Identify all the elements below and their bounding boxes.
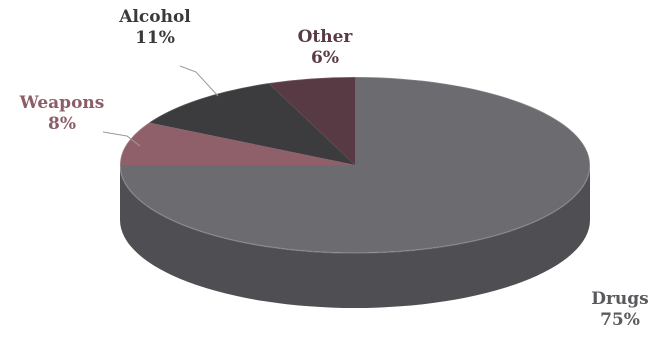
- slice-value-drugs: 75%: [600, 310, 640, 330]
- pie-slice-other: [268, 77, 355, 165]
- pie-rim: [119, 76, 591, 254]
- pie-slice-weapons: [120, 122, 355, 165]
- slice-value-alcohol: 11%: [135, 28, 175, 48]
- pie-side-drugs: [120, 165, 590, 308]
- leader-line-alcohol: [179, 65, 219, 97]
- leader-lines: [102, 65, 219, 147]
- leader-line-weapons: [102, 131, 141, 147]
- pie-side-layer: [120, 165, 590, 308]
- pie-slice-alcohol: [149, 83, 355, 165]
- slice-value-other: 6%: [311, 48, 339, 68]
- slice-value-weapons: 8%: [48, 114, 76, 134]
- pie-top-layer: [119, 76, 591, 254]
- slice-label-drugs: Drugs: [591, 289, 649, 309]
- slice-label-other: Other: [298, 27, 354, 47]
- slice-label-weapons: Weapons: [19, 93, 105, 113]
- slice-label-alcohol: Alcohol: [118, 7, 191, 27]
